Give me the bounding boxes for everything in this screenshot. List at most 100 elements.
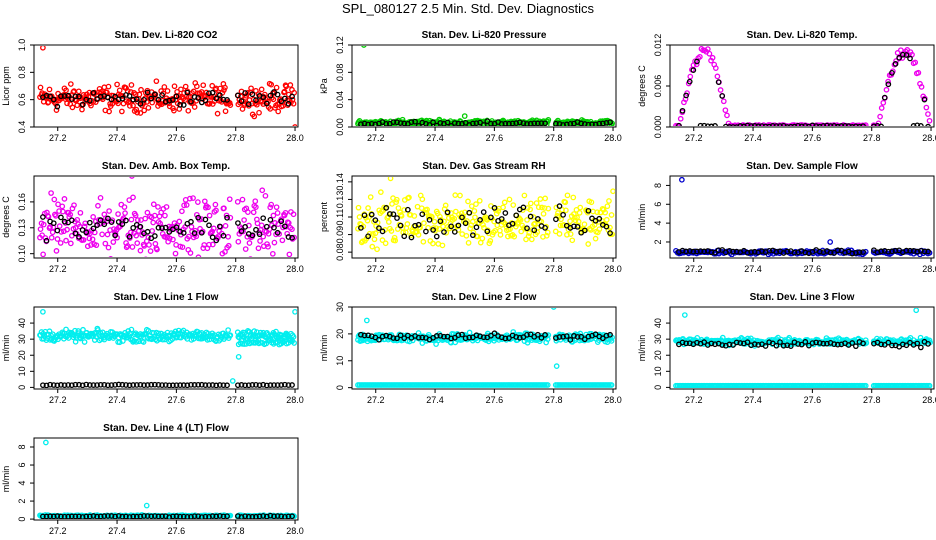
data-point bbox=[465, 198, 471, 205]
data-point-black bbox=[852, 249, 859, 256]
data-point-black bbox=[202, 97, 209, 104]
data-point-black bbox=[560, 122, 566, 126]
data-point-black bbox=[563, 333, 570, 339]
data-point-black bbox=[744, 339, 751, 346]
data-point-black bbox=[76, 513, 82, 519]
x-tick-label: 27.6 bbox=[486, 133, 504, 143]
data-point-black bbox=[151, 91, 158, 98]
data-point bbox=[287, 82, 294, 88]
data-point bbox=[367, 194, 374, 200]
data-point-black bbox=[708, 249, 715, 256]
data-point-black bbox=[249, 513, 256, 519]
data-point-black bbox=[816, 248, 823, 255]
data-point bbox=[253, 204, 259, 211]
data-point bbox=[273, 204, 280, 211]
y-tick-label: 0.14 bbox=[335, 173, 345, 191]
data-point bbox=[80, 326, 86, 333]
data-point-black bbox=[834, 247, 841, 254]
data-point bbox=[150, 219, 157, 226]
data-point-black bbox=[921, 248, 928, 255]
data-point bbox=[190, 195, 196, 201]
data-point bbox=[72, 327, 78, 334]
x-tick-label: 27.2 bbox=[685, 264, 703, 274]
data-point-black bbox=[90, 382, 97, 388]
y-tick-label: 0.12 bbox=[335, 36, 345, 54]
data-point-black bbox=[184, 382, 191, 388]
data-point-black bbox=[289, 382, 295, 388]
data-point-black bbox=[361, 332, 368, 339]
data-point-black bbox=[271, 382, 277, 388]
data-point-black bbox=[791, 249, 798, 256]
x-tick-label: 27.6 bbox=[804, 395, 822, 405]
data-point-black bbox=[408, 119, 415, 126]
data-point-black bbox=[133, 513, 140, 519]
data-point-black bbox=[376, 336, 382, 343]
data-point bbox=[355, 225, 361, 232]
data-point bbox=[63, 87, 69, 94]
x-tick-label: 27.8 bbox=[863, 264, 881, 274]
data-point bbox=[115, 211, 121, 217]
data-point-black bbox=[180, 382, 187, 388]
data-point bbox=[472, 214, 478, 221]
data-point bbox=[114, 81, 120, 88]
data-point-black bbox=[596, 215, 603, 222]
data-point bbox=[530, 214, 537, 220]
data-point-black bbox=[368, 120, 375, 126]
data-point-black bbox=[509, 120, 516, 126]
data-point-black bbox=[86, 513, 93, 519]
data-point-black bbox=[249, 382, 256, 388]
x-tick-label: 28.0 bbox=[604, 133, 622, 143]
y-tick-label: 30 bbox=[17, 334, 27, 344]
data-point-black bbox=[245, 513, 252, 519]
data-point bbox=[134, 240, 141, 246]
data-point-black bbox=[741, 123, 747, 126]
data-point-black bbox=[213, 382, 220, 388]
points-layer bbox=[37, 439, 297, 519]
data-point bbox=[274, 210, 281, 216]
data-point bbox=[193, 83, 200, 90]
panel-4: Stan. Dev. Amb. Box Temp. degrees C 0.10 0.… bbox=[1, 161, 304, 274]
data-point-black bbox=[119, 95, 126, 102]
data-point-black bbox=[726, 124, 733, 126]
data-point bbox=[133, 106, 140, 113]
x-tick-label: 27.4 bbox=[108, 264, 126, 274]
data-point bbox=[130, 194, 136, 201]
data-point-black bbox=[224, 382, 230, 388]
data-point-black bbox=[473, 120, 480, 126]
data-point bbox=[270, 96, 277, 103]
data-point-black bbox=[54, 103, 61, 110]
data-point-black bbox=[376, 225, 382, 231]
x-tick-label: 27.6 bbox=[486, 264, 504, 274]
outlier-point bbox=[40, 46, 46, 51]
data-point bbox=[209, 241, 216, 248]
data-point-black bbox=[61, 382, 68, 388]
data-point-black bbox=[686, 248, 693, 254]
panel-9: Stan. Dev. Line 3 Flow ml/min 0 10 20 30 40 27.… bbox=[637, 292, 936, 405]
data-point-black bbox=[498, 121, 505, 126]
data-point-black bbox=[730, 342, 736, 348]
data-point bbox=[122, 210, 128, 216]
data-point bbox=[227, 102, 234, 108]
data-point-black bbox=[126, 382, 133, 388]
data-point bbox=[862, 382, 869, 388]
data-point-black bbox=[365, 233, 371, 240]
data-point bbox=[506, 196, 513, 203]
data-point-black bbox=[469, 120, 476, 126]
data-point-black bbox=[755, 342, 762, 348]
data-point bbox=[527, 206, 534, 213]
data-point-black bbox=[274, 229, 281, 236]
data-point bbox=[883, 86, 890, 93]
data-point bbox=[290, 211, 297, 218]
data-point bbox=[518, 228, 525, 235]
data-point-black bbox=[209, 513, 216, 519]
data-point-black bbox=[242, 513, 248, 519]
data-point-black bbox=[430, 227, 436, 233]
data-point-black bbox=[538, 120, 545, 126]
data-point-black bbox=[54, 513, 61, 519]
data-point-black bbox=[683, 340, 689, 347]
data-point-black bbox=[224, 97, 230, 103]
y-tick-label: 0.012 bbox=[653, 34, 663, 57]
data-point-black bbox=[278, 513, 285, 519]
data-point-black bbox=[542, 332, 548, 338]
x-tick-label: 28.0 bbox=[922, 264, 936, 274]
